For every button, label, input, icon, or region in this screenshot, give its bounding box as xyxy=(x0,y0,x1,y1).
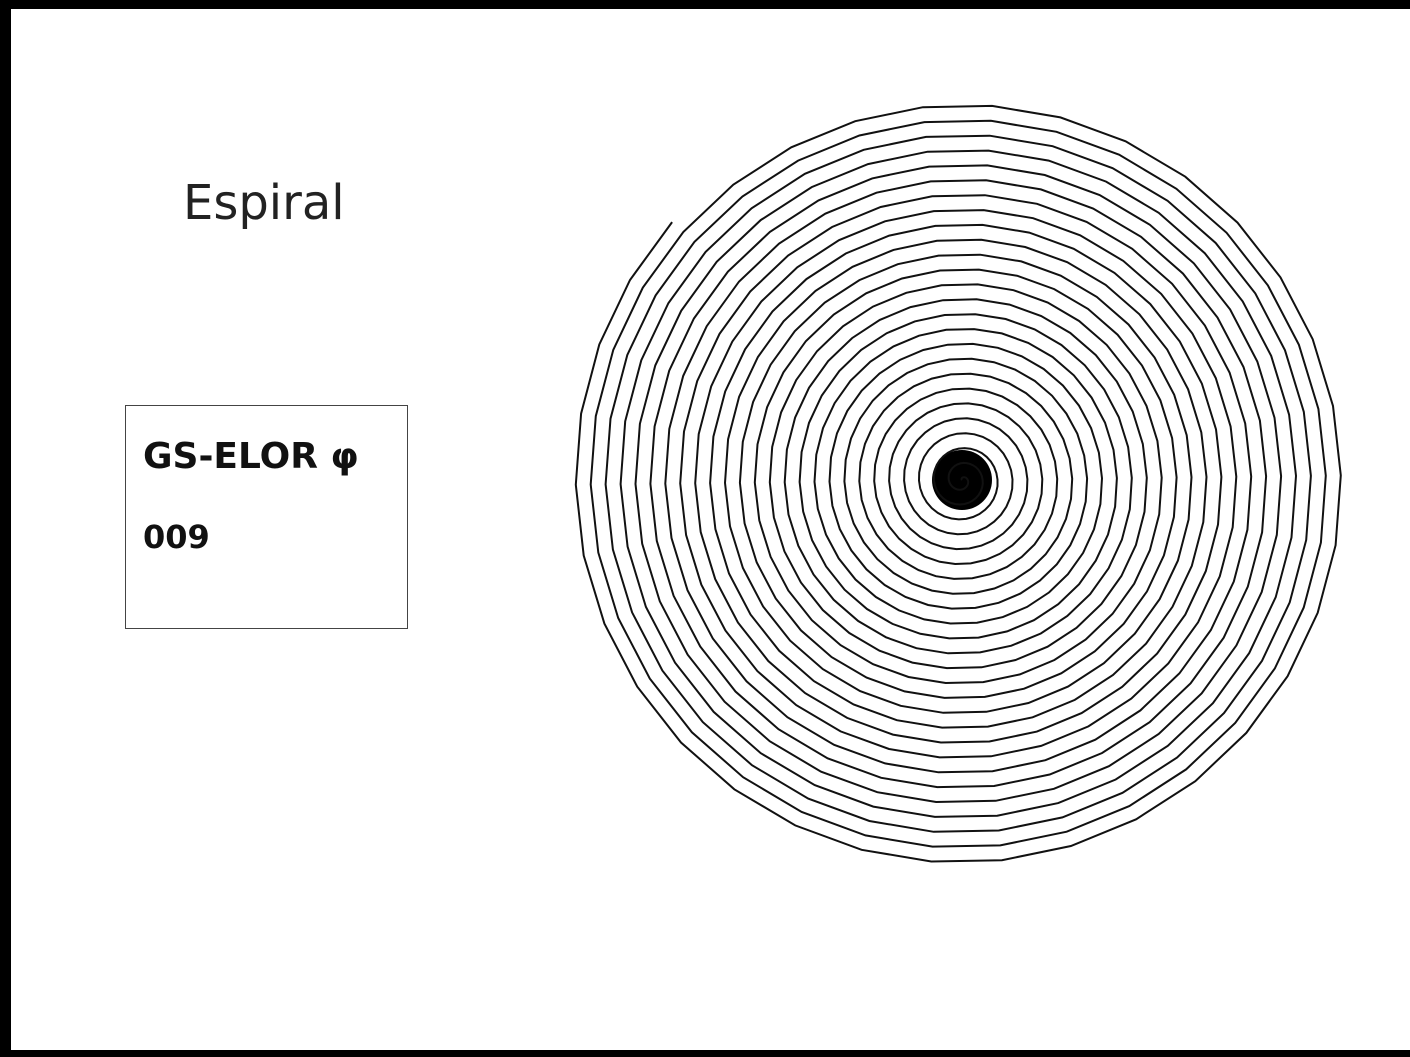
spiral xyxy=(574,104,1342,863)
card-name: GS-ELOR φ xyxy=(143,436,359,477)
card-code: 009 xyxy=(143,518,210,556)
title: Espiral xyxy=(183,175,345,231)
card: GS-ELOR φ 009 xyxy=(125,405,408,629)
